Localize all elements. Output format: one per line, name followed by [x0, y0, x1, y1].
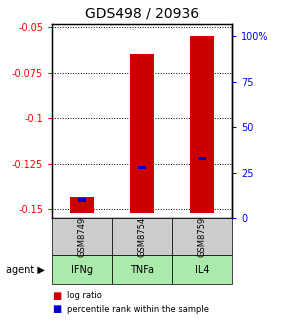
Bar	[78, 199, 86, 202]
Bar	[138, 166, 146, 169]
Text: GSM8759: GSM8759	[197, 217, 206, 257]
Text: ■: ■	[52, 304, 61, 314]
Bar	[130, 54, 154, 213]
Bar	[70, 197, 94, 213]
Text: GSM8754: GSM8754	[137, 217, 147, 257]
Title: GDS498 / 20936: GDS498 / 20936	[85, 7, 199, 21]
Text: TNFa: TNFa	[130, 265, 154, 275]
Text: log ratio: log ratio	[67, 291, 102, 300]
Text: GSM8749: GSM8749	[78, 217, 87, 257]
Text: IL4: IL4	[195, 265, 209, 275]
Text: IFNg: IFNg	[71, 265, 93, 275]
Text: agent ▶: agent ▶	[6, 265, 45, 275]
Text: ■: ■	[52, 291, 61, 301]
Bar	[190, 36, 214, 213]
Text: percentile rank within the sample: percentile rank within the sample	[67, 305, 209, 313]
Bar	[198, 157, 206, 160]
